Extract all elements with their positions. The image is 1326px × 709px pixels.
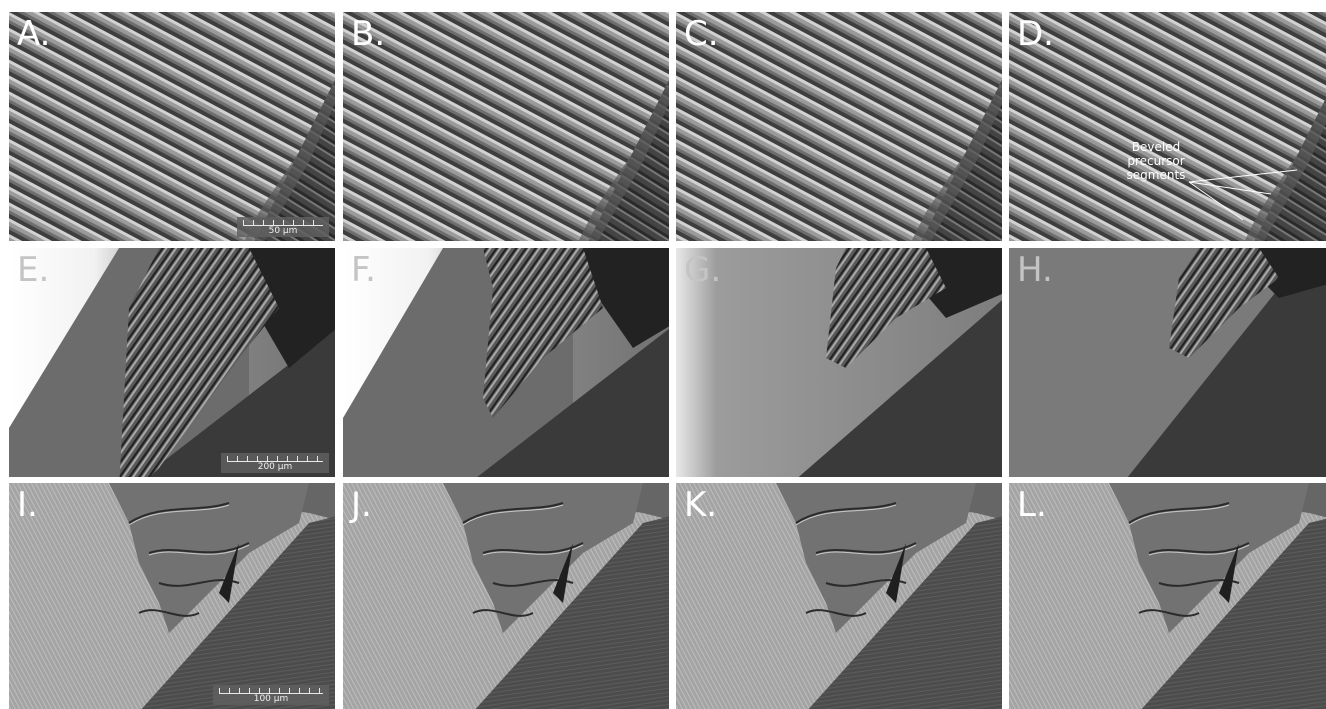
annotation-pointer bbox=[1188, 181, 1244, 221]
panel-c: C. bbox=[676, 12, 1002, 241]
panel-e: E. 200 µm bbox=[9, 248, 335, 477]
panel-label-f: F. bbox=[351, 250, 376, 290]
micrograph-b bbox=[343, 12, 669, 241]
panel-h: H. bbox=[1009, 248, 1326, 477]
panel-label-k: K. bbox=[684, 485, 718, 525]
scale-bar-e: 200 µm bbox=[221, 453, 329, 473]
annotation-beveled-precursor-segments: Beveled precursor segments bbox=[1121, 140, 1191, 182]
scale-bar-label: 50 µm bbox=[268, 226, 298, 236]
scale-bar-label: 200 µm bbox=[257, 462, 293, 472]
micrograph-f bbox=[343, 248, 669, 477]
micrograph-g bbox=[676, 248, 1002, 477]
panel-label-i: I. bbox=[17, 485, 38, 525]
panel-label-l: L. bbox=[1017, 485, 1047, 525]
panel-label-b: B. bbox=[351, 14, 386, 54]
scale-bar-i: 100 µm bbox=[213, 685, 329, 705]
panel-f: F. bbox=[343, 248, 669, 477]
micrograph-l bbox=[1009, 483, 1326, 709]
panel-i: I. 100 µm bbox=[9, 483, 335, 709]
micrograph-h bbox=[1009, 248, 1326, 477]
panel-d: D. Beveled precursor segments bbox=[1009, 12, 1326, 241]
annotation-line: Beveled bbox=[1131, 140, 1181, 154]
panel-label-a: A. bbox=[17, 14, 51, 54]
panel-label-d: D. bbox=[1017, 14, 1054, 54]
annotation-line: precursor bbox=[1127, 154, 1185, 168]
micrograph-k bbox=[676, 483, 1002, 709]
panel-k: K. bbox=[676, 483, 1002, 709]
panel-label-j: J. bbox=[351, 485, 372, 525]
micrograph-e bbox=[9, 248, 335, 477]
panel-label-e: E. bbox=[17, 250, 50, 290]
annotation-pointer bbox=[1188, 169, 1298, 183]
micrograph-d bbox=[1009, 12, 1326, 241]
scale-bar-ticks bbox=[243, 220, 323, 226]
micrograph-i bbox=[9, 483, 335, 709]
annotation-line: segments bbox=[1126, 168, 1186, 182]
micrograph-j bbox=[343, 483, 669, 709]
panel-label-c: C. bbox=[684, 14, 719, 54]
panel-label-g: G. bbox=[684, 250, 722, 290]
micrograph-c bbox=[676, 12, 1002, 241]
panel-l: L. bbox=[1009, 483, 1326, 709]
panel-b: B. bbox=[343, 12, 669, 241]
panel-label-h: H. bbox=[1017, 250, 1053, 290]
annotation-pointer bbox=[1188, 181, 1272, 195]
panel-j: J. bbox=[343, 483, 669, 709]
scale-bar-a: 50 µm bbox=[237, 217, 329, 237]
scale-bar-ticks bbox=[219, 688, 323, 694]
scale-bar-ticks bbox=[227, 456, 323, 462]
panel-a: A. 50 µm bbox=[9, 12, 335, 241]
scale-bar-label: 100 µm bbox=[253, 694, 289, 704]
micrograph-a bbox=[9, 12, 335, 241]
panel-g: G. bbox=[676, 248, 1002, 477]
